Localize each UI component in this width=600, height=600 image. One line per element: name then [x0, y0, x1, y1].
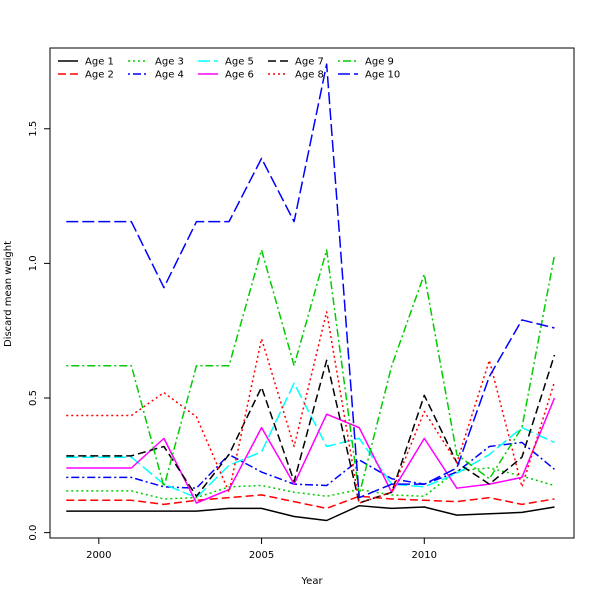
y-tick-label: 1.5 [28, 121, 39, 137]
series-line-age-8 [66, 311, 556, 504]
x-axis-label: Year [300, 576, 323, 587]
series-line-age-4 [66, 441, 555, 489]
legend-label: Age 9 [365, 57, 394, 68]
series-line-age-1 [66, 504, 555, 522]
x-tick-label: 2010 [412, 550, 437, 561]
legend-label: Age 5 [225, 57, 254, 68]
legend-label: Age 3 [155, 57, 184, 68]
series-line-age-5 [66, 382, 555, 499]
series-line-age-7 [66, 354, 556, 504]
legend-label: Age 8 [295, 70, 324, 81]
plot-frame [49, 47, 575, 539]
plot-lines [66, 63, 556, 522]
x-tick-label: 2000 [86, 550, 111, 561]
legend: Age 1 Age 2 Age 3 Age 4 Age 5 Age 6 Age 7 Age 8… [58, 57, 400, 81]
legend-label: Age 2 [85, 70, 114, 81]
series-line-age-6 [66, 397, 556, 504]
y-tick-label: 0.0 [28, 525, 39, 541]
series-line-age-2 [66, 494, 555, 510]
legend-label: Age 10 [365, 70, 400, 81]
y-tick-label: 1.0 [28, 255, 39, 271]
axes: 2000 2005 2010 0.0 0.5 1.0 1.5 [28, 121, 437, 561]
y-axis-label: Discard mean weight [3, 241, 14, 347]
legend-label: Age 7 [295, 57, 324, 68]
series-line-age-10 [66, 63, 555, 499]
series-line-age-3 [66, 467, 555, 500]
legend-label: Age 1 [85, 57, 114, 68]
legend-label: Age 4 [155, 70, 184, 81]
series-line-age-9 [66, 249, 556, 496]
y-tick-label: 0.5 [28, 390, 39, 406]
x-tick-label: 2005 [249, 550, 274, 561]
legend-label: Age 6 [225, 70, 254, 81]
